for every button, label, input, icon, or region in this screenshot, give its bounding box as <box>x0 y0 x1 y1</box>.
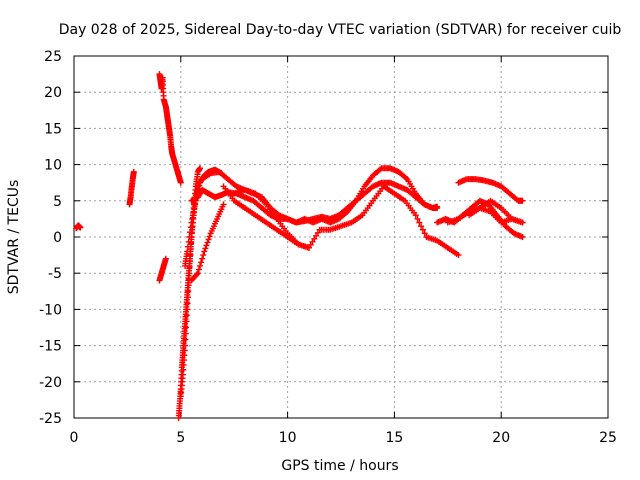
y-tick-label: 25 <box>44 49 62 65</box>
x-tick-label: 15 <box>385 430 403 446</box>
data-point <box>182 342 189 349</box>
data-point <box>202 245 209 252</box>
data-point <box>519 197 526 204</box>
series-arc-a <box>73 222 84 232</box>
data-point <box>313 232 320 239</box>
data-point <box>519 234 526 240</box>
data-point <box>311 235 318 242</box>
series-arc-o <box>455 176 526 204</box>
data-point <box>187 252 194 259</box>
y-tick-label: -10 <box>39 302 62 318</box>
data-point <box>197 262 204 269</box>
chart-title: Day 028 of 2025, Sidereal Day-to-day VTE… <box>59 22 622 38</box>
data-point <box>307 241 314 248</box>
data-point <box>177 179 184 186</box>
y-tick-label: -5 <box>48 266 62 282</box>
y-tick-label: -25 <box>39 411 62 427</box>
data-point <box>191 205 198 212</box>
data-point <box>192 201 199 208</box>
data-point <box>455 252 462 259</box>
data-point <box>418 223 425 230</box>
data-point <box>182 336 189 343</box>
y-tick-label: -15 <box>39 339 62 355</box>
y-tick-label: 20 <box>44 85 62 101</box>
series-arc-l <box>231 186 312 251</box>
data-point <box>130 168 137 175</box>
data-point <box>200 252 207 259</box>
data-point <box>183 318 190 325</box>
data-point <box>197 165 204 172</box>
data-point <box>196 182 203 189</box>
grid-lines <box>74 56 608 418</box>
data-point <box>183 324 190 331</box>
data-point <box>184 300 191 307</box>
y-tick-label: -20 <box>39 375 62 391</box>
data-point <box>195 266 202 273</box>
data-point <box>186 264 193 271</box>
series-arc-p <box>466 197 526 226</box>
y-tick-label: 5 <box>53 194 62 210</box>
data-point <box>193 271 200 278</box>
data-point <box>421 230 428 237</box>
data-point <box>162 255 169 262</box>
data-point <box>419 226 426 233</box>
data-point <box>182 330 189 337</box>
data-point <box>205 236 212 243</box>
data-point <box>77 224 84 231</box>
data-point <box>185 288 192 295</box>
data-point <box>414 215 421 222</box>
x-tick-label: 20 <box>492 430 510 446</box>
data-point <box>412 212 419 219</box>
series-arc-b <box>126 168 137 208</box>
y-axis-label: SDTVAR / TECUs <box>6 180 22 295</box>
data-point <box>434 205 441 212</box>
x-tick-label: 25 <box>599 430 617 446</box>
data-point <box>220 201 227 208</box>
data-point <box>186 270 193 277</box>
data-point <box>204 239 211 246</box>
data-point <box>309 238 316 245</box>
data-point <box>187 229 194 236</box>
y-tick-label: 0 <box>53 230 62 246</box>
data-point <box>199 255 206 262</box>
data-points <box>73 71 526 421</box>
data-point <box>194 270 201 277</box>
data-point <box>201 248 208 255</box>
data-point <box>203 242 210 249</box>
data-point <box>189 212 196 219</box>
x-axis-label: GPS time / hours <box>281 458 398 474</box>
data-point <box>184 306 191 313</box>
data-point <box>206 233 213 240</box>
y-tick-label: 15 <box>44 121 62 137</box>
x-tick-label: 5 <box>176 430 185 446</box>
data-point <box>190 208 197 215</box>
data-point <box>186 234 193 240</box>
series-arc-d <box>156 255 169 284</box>
data-point <box>416 219 423 226</box>
data-point <box>184 243 191 250</box>
x-tick-label: 0 <box>70 430 79 446</box>
data-point <box>187 224 194 231</box>
data-point <box>184 248 191 255</box>
series-arc-h <box>188 201 227 284</box>
data-point <box>183 312 190 319</box>
data-point <box>184 294 191 301</box>
data-point <box>188 219 195 226</box>
data-point <box>305 244 312 251</box>
series-arc-j <box>199 165 441 226</box>
x-tick-label: 10 <box>279 430 297 446</box>
data-point <box>185 282 192 289</box>
series-arc-c <box>156 71 184 186</box>
axis-ticks: 0 5 10 15 20 25 25 20 15 10 5 0 -5 -10 -15 -20 -25 <box>39 49 617 446</box>
y-tick-label: 10 <box>44 158 62 174</box>
data-point <box>198 259 205 266</box>
data-point <box>189 215 196 222</box>
data-point <box>519 219 526 226</box>
data-point <box>185 238 192 245</box>
data-point <box>314 229 321 236</box>
